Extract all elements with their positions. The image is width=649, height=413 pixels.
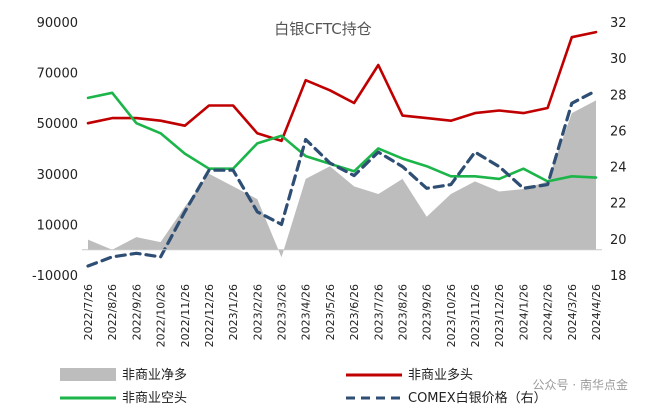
y-left-tick-label: 90000 [37, 16, 78, 31]
x-tick-label: 2024/2/26 [542, 284, 555, 340]
y-right-tick-label: 26 [610, 124, 627, 139]
x-tick-label: 2023/6/26 [348, 284, 361, 340]
y-right-tick-label: 20 [610, 233, 627, 248]
x-tick-label: 2024/3/26 [566, 284, 579, 340]
y-right-tick-label: 18 [610, 269, 627, 284]
legend-label-net-long: 非商业净多 [122, 367, 187, 383]
series-line-long [86, 30, 598, 143]
y-right-tick-label: 22 [610, 197, 627, 212]
watermark-text: 公众号 · 南华点金 [533, 377, 628, 392]
y-right-tick-label: 30 [610, 52, 627, 67]
legend-label-long: 非商业多头 [408, 367, 473, 383]
axes: -10000 10000 30000 50000 70000 90000 18 20 22 24 2… [32, 16, 627, 347]
x-tick-label: 2023/5/26 [324, 284, 337, 340]
x-tick-label: 2023/8/26 [396, 284, 409, 340]
legend-swatch-net-long [60, 368, 116, 381]
y-right-tick-label: 32 [610, 16, 627, 31]
y-left-tick-label: 70000 [37, 67, 78, 82]
series-line-comex-price [86, 89, 598, 268]
x-tick-label: 2022/9/26 [130, 284, 143, 340]
x-tick-label: 2023/1/26 [227, 284, 240, 340]
x-tick-label: 2023/10/26 [445, 284, 458, 347]
y-right-tick-label: 24 [610, 161, 627, 176]
y-left-tick-label: 30000 [37, 168, 78, 183]
x-tick-label: 2023/4/26 [300, 284, 313, 340]
x-tick-label: 2024/1/26 [517, 284, 530, 340]
y-left-tick-label: 50000 [37, 117, 78, 132]
legend-label-short: 非商业空头 [122, 391, 187, 406]
plot-area [86, 30, 598, 268]
chart-title: 白银CFTC持仓 [274, 20, 372, 38]
y-left-tick-label: -10000 [32, 269, 78, 284]
legend-label-comex-price: COMEX白银价格（右） [408, 390, 547, 406]
x-tick-label: 2022/12/26 [203, 284, 216, 347]
x-tick-label: 2023/2/26 [251, 284, 264, 340]
x-tick-label: 2023/3/26 [276, 284, 289, 340]
series-area-net-long [88, 100, 596, 258]
x-tick-label: 2023/9/26 [421, 284, 434, 340]
x-tick-label: 2023/12/26 [493, 284, 506, 347]
x-tick-label: 2023/11/26 [469, 284, 482, 347]
y-right-tick-label: 28 [610, 88, 627, 103]
x-tick-label: 2022/11/26 [179, 284, 192, 347]
x-tick-label: 2024/4/26 [590, 284, 603, 340]
x-tick-label: 2022/8/26 [106, 284, 119, 340]
x-tick-label: 2023/7/26 [372, 284, 385, 340]
x-tick-label: 2022/7/26 [82, 284, 95, 340]
x-tick-label: 2022/10/26 [155, 284, 168, 347]
legend: 非商业净多 非商业多头 非商业空头 COMEX白银价格（右） [60, 367, 547, 406]
y-left-tick-label: 10000 [37, 218, 78, 233]
